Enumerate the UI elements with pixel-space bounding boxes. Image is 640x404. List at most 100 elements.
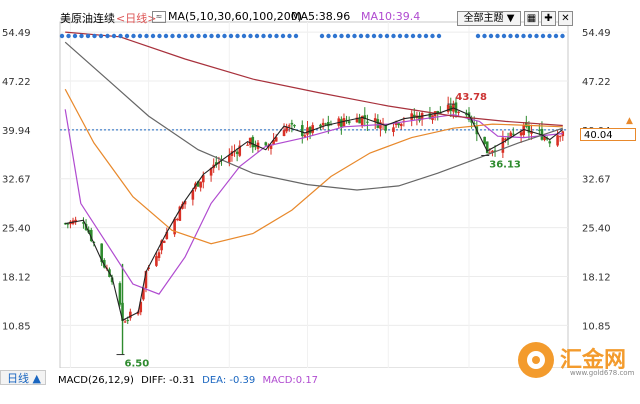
candle-body xyxy=(327,122,330,127)
candle-body xyxy=(285,126,288,132)
theme-select[interactable]: 全部主题 ▼ xyxy=(457,11,521,26)
event-marker-dot xyxy=(391,33,396,39)
candle-body xyxy=(82,222,85,224)
close-icon-button[interactable]: ✕ xyxy=(558,11,573,26)
event-marker-dot xyxy=(228,33,234,39)
event-marker-dot xyxy=(371,33,377,39)
candle-body xyxy=(246,144,249,146)
candle-body xyxy=(139,301,143,313)
event-marker-dot xyxy=(345,33,351,39)
candle-body xyxy=(162,240,166,243)
candle-body xyxy=(399,123,403,127)
candle-body xyxy=(493,150,497,152)
event-marker-dot xyxy=(215,33,221,39)
candle-body xyxy=(530,131,533,134)
event-marker-dot xyxy=(202,33,208,39)
event-marker-dot xyxy=(495,33,500,39)
candle-body xyxy=(209,168,213,176)
y-tick-right: 10.85 xyxy=(582,321,611,332)
event-marker-dot xyxy=(196,33,201,39)
chart-icon-button[interactable]: ▦ xyxy=(524,11,539,26)
candle-body xyxy=(74,219,77,223)
event-marker-dot xyxy=(183,33,188,39)
candle-body xyxy=(199,181,202,188)
candle-body xyxy=(235,151,239,154)
candle-body xyxy=(538,129,541,131)
candle-body xyxy=(183,200,187,205)
period-link[interactable]: <日线> xyxy=(116,12,157,25)
event-marker-dot xyxy=(384,33,390,39)
event-marker-dot xyxy=(235,33,240,39)
event-marker-dot xyxy=(293,33,299,39)
event-marker-dot xyxy=(482,33,487,39)
period-switch[interactable]: 日线 ▲ xyxy=(0,370,46,385)
candle-body xyxy=(465,114,468,116)
candle-body xyxy=(519,132,523,136)
candle-body xyxy=(491,150,494,153)
y-tick-right: 32.67 xyxy=(582,175,611,186)
candle-body xyxy=(392,127,395,133)
ma-line-ma30 xyxy=(64,88,563,245)
event-marker-dot xyxy=(514,33,520,39)
event-marker-dot xyxy=(527,33,533,39)
event-marker-dot xyxy=(254,33,260,39)
event-marker-dot xyxy=(144,33,149,39)
event-marker-dot xyxy=(436,33,442,39)
y-tick-right: 54.49 xyxy=(582,28,611,39)
candle-body xyxy=(306,127,309,135)
y-tick-left: 18.12 xyxy=(2,272,31,283)
candle-body xyxy=(147,267,150,270)
candle-body xyxy=(215,162,218,165)
event-marker-dot xyxy=(111,33,117,39)
expand-icon-button[interactable]: ✚ xyxy=(541,11,556,26)
event-marker-dot xyxy=(547,33,552,39)
event-marker-dot xyxy=(280,33,286,39)
ma-settings-icon[interactable]: ≈ xyxy=(152,11,166,23)
event-marker-dot xyxy=(488,33,494,39)
candle-body xyxy=(196,181,200,187)
candle-body xyxy=(321,122,325,126)
candle-body xyxy=(355,117,359,123)
plot-frame xyxy=(59,21,569,369)
event-marker-dot xyxy=(410,33,416,39)
candle-body xyxy=(446,104,450,112)
ma10-value: MA10:39.4 xyxy=(361,10,421,23)
candle-body xyxy=(488,152,492,154)
candle-body xyxy=(308,126,312,134)
event-marker-dot xyxy=(352,33,357,39)
candle-body xyxy=(485,141,489,154)
candle-body xyxy=(129,311,132,319)
event-marker-dot xyxy=(267,33,273,39)
event-marker-dot xyxy=(131,33,136,39)
logo-circle-icon xyxy=(518,342,554,378)
candle-body xyxy=(66,223,70,225)
candle-body xyxy=(379,122,382,129)
gold678-logo: 汇金网 www.gold678.com xyxy=(518,340,638,380)
event-marker-dot xyxy=(534,33,539,39)
event-marker-dot xyxy=(170,33,175,39)
event-marker-dot xyxy=(339,33,344,39)
event-marker-dot xyxy=(326,33,331,39)
candle-body xyxy=(248,137,252,145)
event-marker-dot xyxy=(358,33,364,39)
event-marker-dot xyxy=(332,33,338,39)
candle-body xyxy=(511,133,515,135)
event-marker-dot xyxy=(85,33,91,39)
candle-body xyxy=(342,118,346,127)
current-price-tag: 40.04 xyxy=(580,128,636,141)
macd-value: MACD:0.17 xyxy=(262,375,319,386)
candle-body xyxy=(340,119,343,127)
event-marker-dot xyxy=(274,33,279,39)
price-arrow-icon: ▲ xyxy=(626,116,633,126)
candle-body xyxy=(136,311,140,315)
ma-params: MA(5,10,30,60,100,200) xyxy=(168,10,303,23)
event-marker-dot xyxy=(508,33,513,39)
candle-body xyxy=(272,140,275,145)
candle-body xyxy=(217,162,221,164)
ma-line-ma200 xyxy=(65,31,563,127)
candle-body xyxy=(457,111,460,113)
event-marker-dot xyxy=(157,33,162,39)
candle-body xyxy=(282,130,286,137)
candle-body xyxy=(165,231,169,240)
candle-body xyxy=(311,125,314,133)
